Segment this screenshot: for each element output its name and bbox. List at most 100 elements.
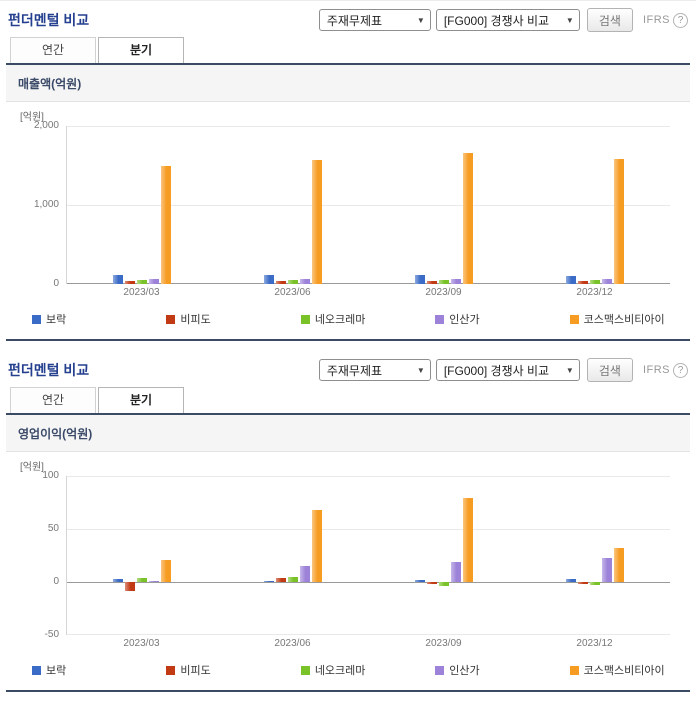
bar (450, 278, 461, 284)
bar (264, 580, 275, 582)
bar (613, 548, 624, 582)
bar (264, 275, 275, 284)
bar (450, 561, 461, 582)
fundamental-compare-section-revenue: 펀더멘털 비교 주재무제표 ▼ [FG000] 경쟁사 비교 ▼ 검색 IFRS… (6, 5, 690, 341)
section-header: 펀더멘털 비교 주재무제표 ▼ [FG000] 경쟁사 비교 ▼ 검색 IFRS… (6, 5, 690, 33)
bar (276, 577, 287, 582)
period-tabs: 연간 분기 (6, 37, 690, 65)
section-header: 펀더멘털 비교 주재무제표 ▼ [FG000] 경쟁사 비교 ▼ 검색 IFRS… (6, 355, 690, 383)
y-tick-label: 1,000 (33, 199, 59, 210)
bar (414, 579, 425, 582)
chevron-down-icon: ▼ (565, 15, 574, 25)
bar (149, 580, 160, 582)
bar (414, 274, 425, 284)
statement-select-value: 주재무제표 (326, 363, 383, 378)
bar (601, 278, 612, 284)
tab-annual[interactable]: 연간 (10, 387, 96, 413)
bar (137, 577, 148, 582)
statement-select[interactable]: 주재무제표 ▼ (318, 9, 431, 31)
bar (577, 582, 588, 585)
zero-axis-line (67, 582, 670, 583)
gridline (67, 126, 670, 127)
bar (565, 578, 576, 582)
zero-axis-line (67, 283, 670, 284)
compare-select[interactable]: [FG000] 경쟁사 비교 ▼ (435, 359, 580, 381)
x-tick-label: 2023/03 (123, 287, 160, 298)
bar (312, 160, 323, 284)
bar (161, 559, 172, 582)
ifrs-label: IFRS (642, 364, 670, 376)
legend-label: 네오크레마 (314, 314, 366, 326)
legend-swatch-icon (300, 665, 310, 675)
legend-swatch-icon (166, 665, 176, 675)
legend-label: 코스맥스비티아이 (583, 314, 665, 326)
page-title: 펀더멘털 비교 (8, 12, 90, 28)
legend-swatch-icon (569, 665, 579, 675)
compare-select-value: [FG000] 경쟁사 비교 (443, 363, 550, 378)
x-tick-label: 2023/12 (576, 638, 613, 649)
chart-panel-title: 매출액(억원) (6, 65, 690, 102)
gridline (67, 205, 670, 206)
page-title: 펀더멘털 비교 (8, 362, 90, 378)
bar (125, 280, 136, 284)
legend-item: 인산가 (415, 662, 549, 678)
legend-label: 인산가 (449, 665, 480, 677)
statement-select[interactable]: 주재무제표 ▼ (318, 359, 431, 381)
ifrs-label: IFRS (642, 14, 670, 26)
legend: 보락 비피도 네오크레마 인산가 코스맥스비티아이 (12, 662, 684, 690)
legend-swatch-icon (435, 665, 445, 675)
tab-quarterly[interactable]: 분기 (98, 387, 184, 413)
x-tick-label: 2023/09 (425, 638, 462, 649)
x-tick-label: 2023/06 (274, 287, 311, 298)
legend-swatch-icon (32, 314, 41, 324)
x-tick-label: 2023/09 (425, 287, 462, 298)
bar (438, 279, 449, 284)
search-button[interactable]: 검색 (586, 8, 633, 32)
plot: -50 0 50 100 (42, 470, 670, 640)
x-axis: 2023/03 2023/06 2023/09 2023/12 (66, 638, 670, 649)
y-tick-label: 100 (42, 470, 59, 481)
bar (288, 576, 299, 582)
unit-label: [억원] (20, 462, 44, 473)
legend-swatch-icon (300, 314, 310, 324)
bar (589, 280, 600, 284)
legend: 보락 비피도 네오크레마 인산가 코스맥스비티아이 (12, 311, 684, 339)
y-tick-label: -50 (44, 629, 59, 640)
tab-annual[interactable]: 연간 (10, 37, 96, 63)
fundamental-compare-section-operating-profit: 펀더멘털 비교 주재무제표 ▼ [FG000] 경쟁사 비교 ▼ 검색 IFRS… (6, 355, 690, 692)
bar (577, 281, 588, 284)
x-tick-label: 2023/06 (274, 638, 311, 649)
legend-label: 비피도 (180, 665, 211, 677)
legend-swatch-icon (435, 314, 445, 324)
legend-item: 네오크레마 (281, 662, 415, 678)
bar (462, 152, 473, 284)
legend-swatch-icon (166, 314, 176, 324)
unit-label: [억원] (20, 112, 44, 123)
y-tick-label: 50 (47, 523, 59, 534)
bar (276, 281, 287, 284)
bar (589, 582, 600, 586)
legend-item: 네오크레마 (281, 311, 415, 327)
compare-select[interactable]: [FG000] 경쟁사 비교 ▼ (435, 9, 580, 31)
y-tick-label: 2,000 (33, 120, 59, 131)
legend-item: 비피도 (146, 662, 280, 678)
legend-item: 코스맥스비티아이 (550, 311, 684, 327)
legend-label: 인산가 (449, 314, 480, 326)
help-icon[interactable]: ? (673, 362, 688, 378)
tab-quarterly[interactable]: 분기 (98, 37, 184, 63)
chart-area: [억원] 0 1,000 2,000 (6, 102, 690, 289)
gridline (67, 476, 670, 477)
legend-label: 네오크레마 (314, 665, 366, 677)
gridline (67, 529, 670, 530)
help-icon[interactable]: ? (673, 12, 688, 28)
search-button[interactable]: 검색 (586, 358, 633, 382)
legend-item: 비피도 (146, 311, 280, 327)
legend-item: 보락 (12, 662, 146, 678)
bar (312, 509, 323, 582)
chevron-down-icon: ▼ (416, 15, 425, 25)
bar (300, 566, 311, 582)
bar (462, 498, 473, 582)
bar (149, 278, 160, 284)
chart-panel-title: 영업이익(억원) (6, 415, 690, 452)
